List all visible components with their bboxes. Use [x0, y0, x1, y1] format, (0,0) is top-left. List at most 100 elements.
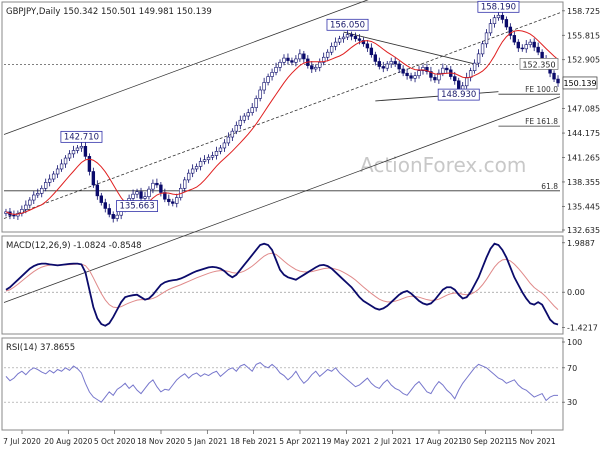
candle-body — [500, 14, 505, 20]
x-tick-label: 15 Nov 2021 — [508, 437, 556, 446]
fib-label-1: FE 161.8 — [525, 117, 558, 126]
rsi-tick-label: 70 — [567, 364, 577, 373]
candle-body — [103, 202, 107, 209]
candle-body — [16, 213, 20, 217]
annotation-box — [116, 200, 158, 212]
candle-body — [389, 61, 393, 65]
candle-body — [71, 150, 76, 155]
macd-signal-line — [5, 252, 559, 310]
channel-lower-line — [3, 96, 561, 303]
candle-body — [155, 182, 159, 186]
candle-body — [437, 72, 441, 81]
candle-body — [246, 112, 250, 117]
candle-body — [12, 214, 16, 217]
price-panel-frame — [1, 1, 564, 233]
candle-body — [524, 44, 528, 50]
candle-body — [28, 199, 32, 206]
candle-body — [186, 172, 191, 181]
triangle-upper-line — [343, 31, 475, 65]
x-tick-label: 20 Aug 2020 — [44, 437, 92, 446]
candle-body — [206, 156, 211, 161]
candle-body — [373, 54, 378, 62]
candle-body — [115, 214, 119, 219]
candle-body — [417, 70, 421, 77]
candle-body — [457, 80, 461, 90]
candle-body — [492, 17, 497, 24]
candle-body — [175, 197, 179, 204]
candle-body — [401, 68, 405, 74]
x-tick-label: 30 Sep 2021 — [462, 437, 510, 446]
x-tick-label: 19 May 2021 — [322, 437, 371, 446]
last-price-box — [562, 76, 598, 90]
annotation-box — [60, 130, 103, 143]
candle-body — [413, 75, 417, 79]
annotation-label: 142.710 — [64, 132, 99, 142]
candle-body — [345, 34, 350, 38]
candle-body — [377, 61, 381, 67]
candle-body — [329, 46, 334, 53]
candle-body — [151, 182, 155, 190]
candle-body — [111, 214, 115, 219]
candle-body — [67, 153, 72, 159]
candle-body — [318, 61, 322, 68]
candle-body — [36, 193, 40, 196]
candle-body — [167, 198, 171, 203]
candle-body — [198, 161, 203, 167]
candle-body — [556, 78, 560, 84]
candle-body — [163, 192, 167, 200]
candle-body — [421, 67, 425, 71]
candle-body — [464, 77, 469, 87]
annotation-label: 156.050 — [330, 20, 365, 30]
candle-body — [341, 36, 346, 40]
candle-body — [445, 67, 449, 71]
rsi-layer — [4, 362, 560, 403]
price-title: GBPJPY,Daily 150.342 150.501 149.981 150… — [6, 7, 212, 17]
candle-body — [282, 57, 286, 63]
price-layer: FE 100.0 FE 161.8 61.8 142.710 135.663 156.05… — [3, 0, 561, 303]
price-tick-label: 141.265 — [567, 154, 600, 163]
x-tick-label: 5 Jan 2021 — [187, 437, 227, 446]
candle-body — [83, 145, 88, 157]
candle-body — [393, 61, 397, 65]
candle-body — [183, 179, 187, 189]
last-price-label: 150.139 — [563, 79, 596, 88]
annotation-box — [326, 18, 369, 31]
candle-body — [365, 43, 370, 49]
macd-tick-label: 1.9887 — [567, 239, 595, 248]
candle-body — [480, 43, 485, 55]
price-tick-label: 152.905 — [567, 56, 600, 65]
candle-body — [337, 38, 342, 43]
candle-body — [349, 34, 354, 37]
candle-body — [453, 76, 457, 82]
watermark: ActionForex.com — [360, 153, 526, 177]
candle-body — [286, 57, 290, 61]
candle-body — [429, 71, 433, 78]
candle-body — [314, 67, 318, 70]
candle-body — [333, 41, 338, 47]
candle-body — [302, 53, 306, 60]
macd-layer — [4, 242, 560, 327]
channel-middle-line — [3, 12, 561, 219]
candle-body — [441, 67, 445, 74]
candle-body — [433, 77, 437, 81]
rsi-line — [5, 362, 559, 403]
x-tick-label: 18 Feb 2021 — [230, 437, 277, 446]
macd-tick-label: 0.00 — [567, 288, 585, 297]
candle-body — [75, 147, 80, 151]
candle-body — [425, 67, 429, 72]
annotation-box — [477, 0, 520, 13]
x-tick-label: 7 Jul 2020 — [3, 437, 41, 446]
fib-label-2: 61.8 — [541, 182, 558, 191]
candle-body — [194, 166, 199, 170]
candle-body — [310, 65, 314, 70]
candle-body — [234, 124, 239, 132]
annotation-box — [437, 88, 480, 101]
candle-body — [405, 72, 409, 77]
price-tick-label: 132.635 — [567, 226, 600, 235]
macd-line — [5, 242, 559, 327]
x-tick-label: 18 Nov 2020 — [137, 437, 185, 446]
candle-body — [461, 85, 465, 90]
candle-body — [536, 46, 540, 53]
candle-body — [87, 156, 92, 172]
price-tick-label: 155.815 — [567, 31, 600, 40]
